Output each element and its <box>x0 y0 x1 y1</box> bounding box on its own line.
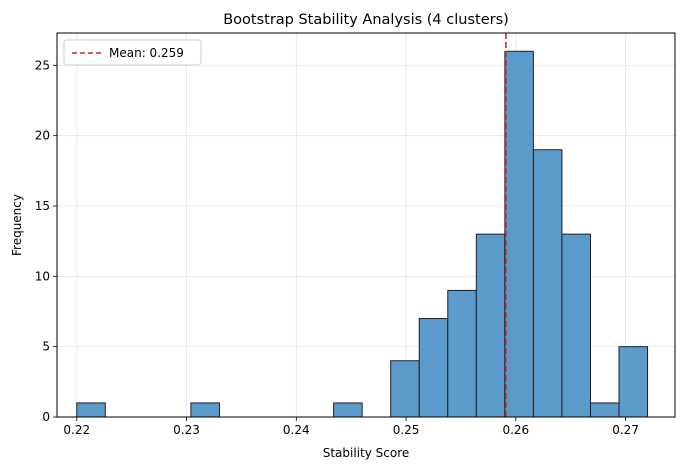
histogram-bar <box>561 233 591 418</box>
histogram-bar <box>504 50 534 418</box>
x-tick-label: 0.23 <box>173 423 200 437</box>
x-tick-label: 0.22 <box>63 423 90 437</box>
y-tick-label: 0 <box>42 410 50 424</box>
histogram-bar <box>618 346 649 418</box>
x-tick-label: 0.27 <box>612 423 639 437</box>
x-tick-label: 0.25 <box>393 423 420 437</box>
y-tick-label: 25 <box>35 58 50 72</box>
bars-layer <box>76 50 649 418</box>
ticks-layer: 0.22 0.23 0.24 0.25 0.26 0.27 0 5 10 15 20 25 <box>35 58 639 437</box>
histogram-bar <box>190 402 220 418</box>
plot-area-frame <box>56 32 676 418</box>
legend: Mean: 0.259 <box>63 39 202 66</box>
chart-title: Bootstrap Stability Analysis (4 clusters… <box>223 12 509 28</box>
y-tick-label: 10 <box>35 269 50 283</box>
histogram-bar <box>418 318 449 418</box>
x-tick-label: 0.26 <box>502 423 529 437</box>
y-tick-label: 5 <box>42 340 50 354</box>
legend-box <box>63 39 202 66</box>
histogram-bar <box>76 402 106 418</box>
legend-mean-label: Mean: 0.259 <box>109 46 184 60</box>
histogram-bar <box>390 360 420 418</box>
y-tick-label: 15 <box>35 199 50 213</box>
x-tick-label: 0.24 <box>283 423 310 437</box>
histogram-bar <box>475 233 506 418</box>
y-axis-label: Frequency <box>10 194 24 256</box>
histogram-bar <box>333 402 363 418</box>
histogram-bar <box>589 402 620 418</box>
histogram-bar <box>532 149 563 418</box>
y-tick-label: 20 <box>35 129 50 143</box>
x-axis-label: Stability Score <box>323 446 410 460</box>
histogram-bar <box>447 289 477 418</box>
